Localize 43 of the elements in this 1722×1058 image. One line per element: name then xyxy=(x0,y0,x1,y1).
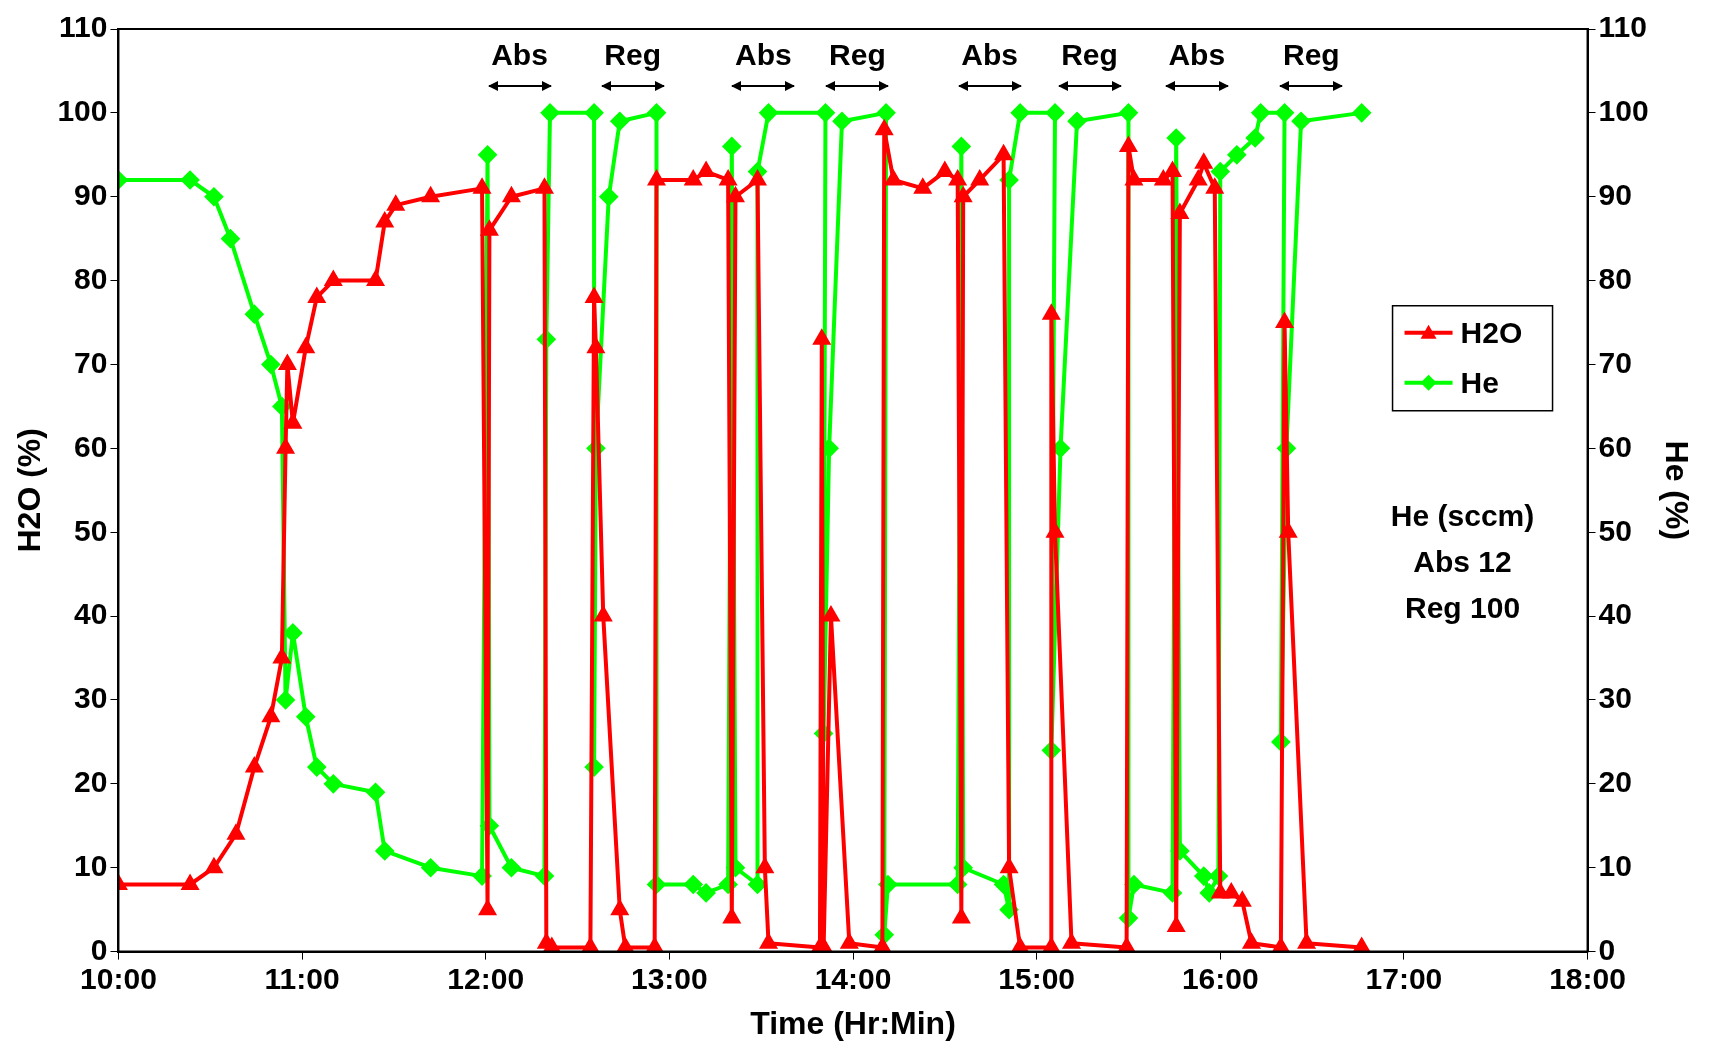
annotation: Reg xyxy=(1282,37,1341,73)
y-tick-label: 20 xyxy=(74,765,108,799)
x-tick-label: 11:00 xyxy=(264,961,340,995)
y2-tick-label: 100 xyxy=(1598,94,1649,128)
y-tick-label: 60 xyxy=(74,429,108,463)
y-tick-label: 10 xyxy=(74,848,108,882)
y2-tick-label: 30 xyxy=(1598,681,1632,715)
y2-tick-label: 70 xyxy=(1598,345,1632,379)
x-tick-label: 13:00 xyxy=(631,961,708,995)
annotation: He (sccm) Abs 12 Reg 100 xyxy=(1390,499,1535,625)
y-tick-label: 110 xyxy=(59,10,108,44)
x-tick-label: 12:00 xyxy=(447,961,525,995)
annotation: Abs xyxy=(490,37,549,73)
legend-label: He xyxy=(1460,366,1499,400)
annotation: Reg xyxy=(1060,37,1119,73)
y-axis-title: H2O (%) xyxy=(11,428,48,553)
x-tick-label: 16:00 xyxy=(1181,961,1259,995)
y2-tick-label: 20 xyxy=(1598,765,1632,799)
x-tick-label: 15:00 xyxy=(998,961,1075,995)
y-tick-label: 70 xyxy=(74,345,108,379)
y2-tick-label: 50 xyxy=(1598,513,1632,547)
x-tick-label: 14:00 xyxy=(814,961,892,995)
y-tick-label: 100 xyxy=(57,94,108,128)
annotation: Abs xyxy=(734,37,793,73)
y2-tick-label: 40 xyxy=(1598,597,1632,631)
annotation: Abs xyxy=(1167,37,1227,73)
x-axis-title: Time (Hr:Min) xyxy=(750,1004,956,1041)
annotation: Abs xyxy=(960,37,1019,73)
y-tick-label: 50 xyxy=(74,513,108,547)
annotation: Reg xyxy=(828,37,887,73)
annotation: Reg xyxy=(603,37,662,73)
y-tick-label: 90 xyxy=(74,178,108,212)
y-tick-label: 80 xyxy=(74,261,108,295)
y-tick-label: 30 xyxy=(74,681,108,715)
y2-tick-label: 80 xyxy=(1598,261,1632,295)
y2-axis-title: He (%) xyxy=(1658,440,1695,541)
y2-tick-label: 60 xyxy=(1598,429,1632,463)
legend-label: H2O xyxy=(1460,316,1523,350)
x-tick-label: 17:00 xyxy=(1365,961,1443,995)
y2-tick-label: 90 xyxy=(1598,178,1632,212)
y2-tick-label: 10 xyxy=(1598,848,1632,882)
y-tick-label: 40 xyxy=(74,597,108,631)
y2-tick-label: 110 xyxy=(1598,10,1647,44)
